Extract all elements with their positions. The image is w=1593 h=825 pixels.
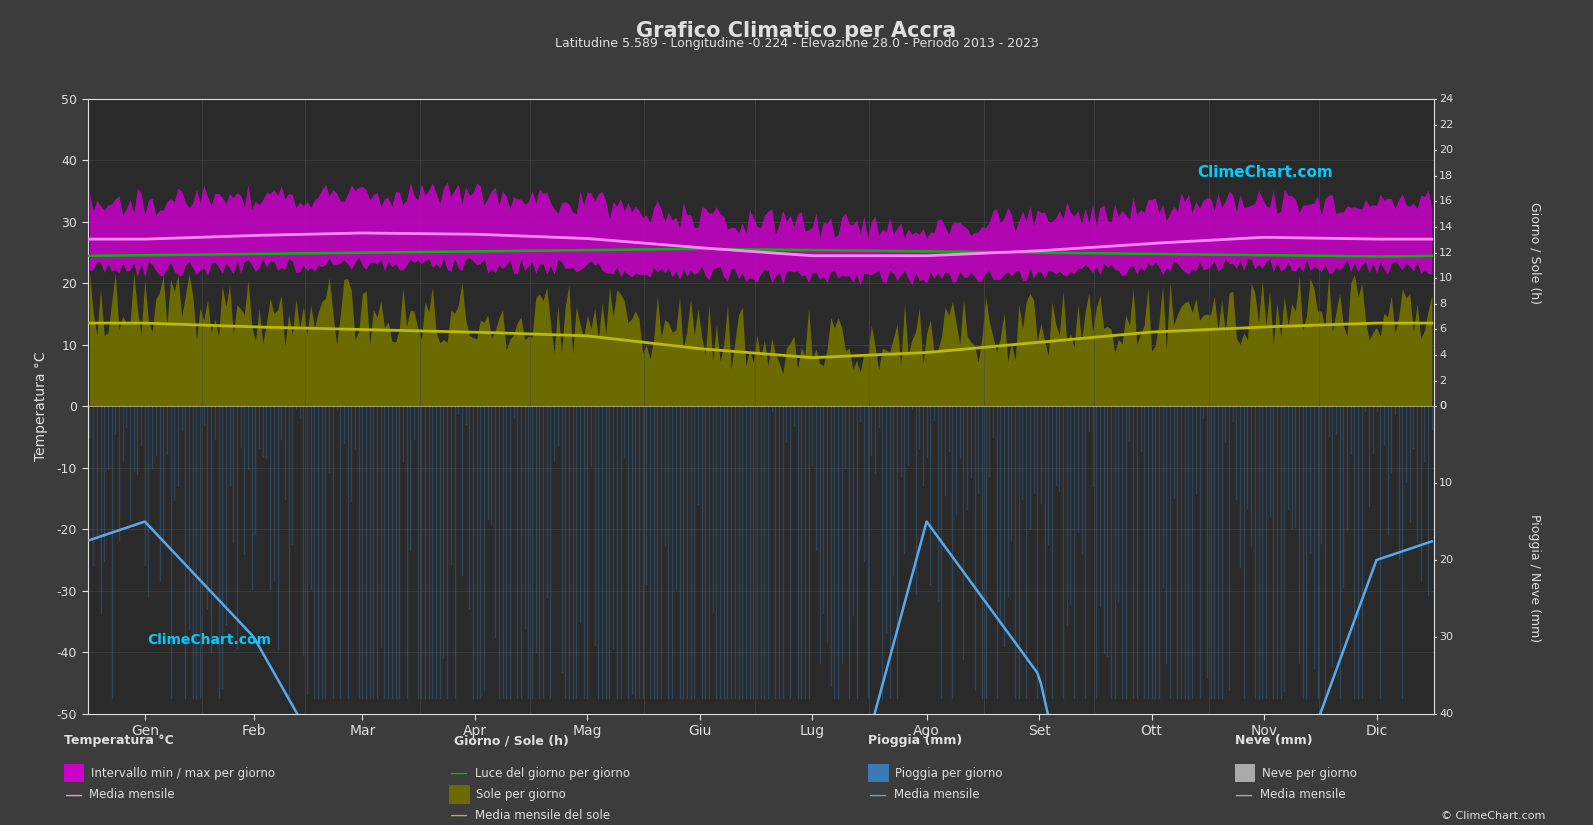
Text: 20: 20 bbox=[1438, 145, 1453, 155]
Text: Media mensile: Media mensile bbox=[894, 788, 980, 801]
Text: 6: 6 bbox=[1438, 324, 1446, 334]
Text: Media mensile: Media mensile bbox=[1260, 788, 1346, 801]
Text: Pioggia / Neve (mm): Pioggia / Neve (mm) bbox=[1528, 514, 1540, 643]
Text: 24: 24 bbox=[1438, 94, 1453, 104]
Text: Pioggia (mm): Pioggia (mm) bbox=[868, 734, 962, 747]
Text: 16: 16 bbox=[1438, 196, 1453, 206]
Text: 2: 2 bbox=[1438, 375, 1446, 386]
Text: Latitudine 5.589 - Longitudine -0.224 - Elevazione 28.0 - Periodo 2013 - 2023: Latitudine 5.589 - Longitudine -0.224 - … bbox=[554, 37, 1039, 50]
Text: ClimeChart.com: ClimeChart.com bbox=[147, 633, 271, 647]
Text: Sole per giorno: Sole per giorno bbox=[476, 788, 566, 801]
Text: 40: 40 bbox=[1438, 709, 1453, 719]
Text: —: — bbox=[1235, 785, 1252, 804]
Text: 12: 12 bbox=[1438, 248, 1453, 257]
Text: 0: 0 bbox=[1438, 401, 1446, 412]
Text: 18: 18 bbox=[1438, 171, 1453, 181]
Text: Giorno / Sole (h): Giorno / Sole (h) bbox=[454, 734, 569, 747]
Text: —: — bbox=[64, 785, 81, 804]
Text: 4: 4 bbox=[1438, 350, 1446, 360]
Text: ClimeChart.com: ClimeChart.com bbox=[1198, 165, 1333, 180]
Text: Temperatura °C: Temperatura °C bbox=[64, 734, 174, 747]
Text: Neve per giorno: Neve per giorno bbox=[1262, 766, 1357, 780]
Text: 10: 10 bbox=[1438, 273, 1453, 283]
Text: © ClimeChart.com: © ClimeChart.com bbox=[1440, 811, 1545, 821]
Text: Luce del giorno per giorno: Luce del giorno per giorno bbox=[475, 766, 629, 780]
Text: Grafico Climatico per Accra: Grafico Climatico per Accra bbox=[636, 21, 957, 40]
Text: Neve (mm): Neve (mm) bbox=[1235, 734, 1313, 747]
Text: 8: 8 bbox=[1438, 299, 1446, 309]
Text: 30: 30 bbox=[1438, 632, 1453, 642]
Text: 22: 22 bbox=[1438, 120, 1453, 130]
Text: 14: 14 bbox=[1438, 222, 1453, 232]
Y-axis label: Temperatura °C: Temperatura °C bbox=[35, 351, 48, 461]
Text: —: — bbox=[449, 764, 467, 782]
Text: 0: 0 bbox=[1438, 401, 1446, 412]
Text: —: — bbox=[449, 806, 467, 824]
Text: Pioggia per giorno: Pioggia per giorno bbox=[895, 766, 1002, 780]
Text: Intervallo min / max per giorno: Intervallo min / max per giorno bbox=[91, 766, 276, 780]
Text: 20: 20 bbox=[1438, 555, 1453, 565]
Text: Giorno / Sole (h): Giorno / Sole (h) bbox=[1528, 201, 1540, 304]
Text: —: — bbox=[868, 785, 886, 804]
Text: Media mensile: Media mensile bbox=[89, 788, 175, 801]
Text: 10: 10 bbox=[1438, 478, 1453, 488]
Text: Media mensile del sole: Media mensile del sole bbox=[475, 808, 610, 822]
